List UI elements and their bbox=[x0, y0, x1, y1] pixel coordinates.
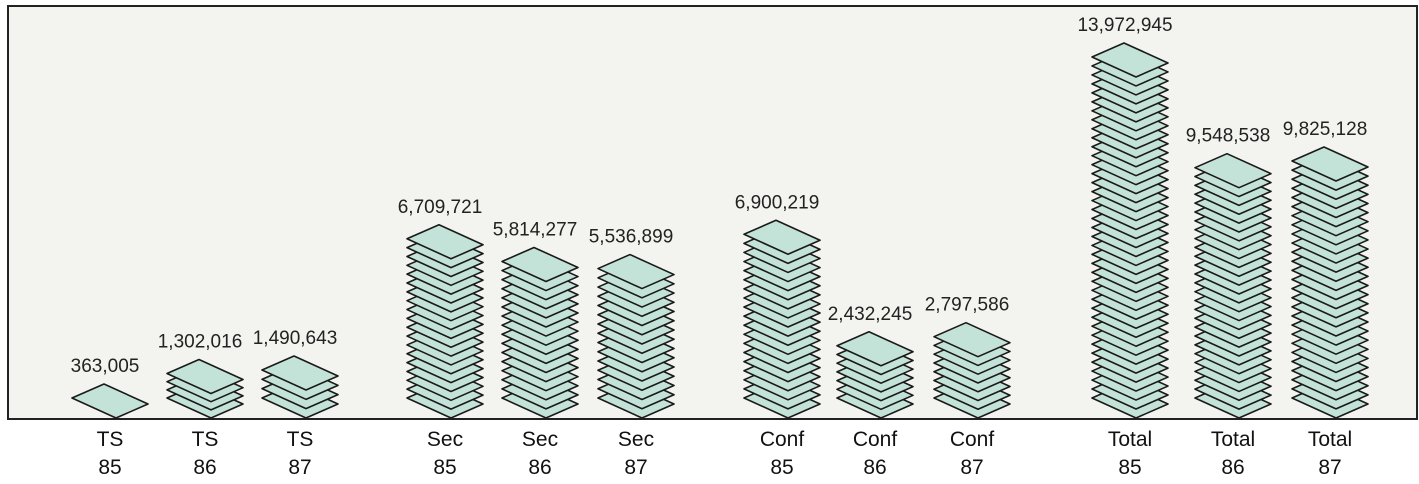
frame bbox=[7, 5, 1418, 420]
sheet bbox=[1091, 42, 1169, 78]
paper-stack bbox=[166, 358, 244, 419]
sheet bbox=[836, 330, 914, 367]
sheet bbox=[1194, 152, 1272, 189]
value-label: 9,548,538 bbox=[1186, 126, 1271, 147]
sheet bbox=[261, 355, 339, 391]
sheet bbox=[406, 223, 484, 260]
paper-stack bbox=[1194, 152, 1272, 419]
category-label: Conf 87 bbox=[949, 428, 995, 479]
value-label: 6,709,721 bbox=[398, 197, 483, 218]
category-label: Sec 87 bbox=[617, 428, 655, 479]
paper-stack bbox=[1291, 146, 1369, 419]
sheet bbox=[597, 253, 675, 290]
value-label: 363,005 bbox=[71, 356, 140, 377]
paper-stack bbox=[933, 321, 1011, 419]
category-label: Total 87 bbox=[1307, 428, 1353, 479]
sheet bbox=[166, 358, 244, 395]
value-label: 1,302,016 bbox=[158, 332, 243, 353]
sheet bbox=[501, 246, 579, 283]
value-label: 5,814,277 bbox=[493, 219, 578, 240]
paper-stack bbox=[597, 253, 675, 419]
paper-stack bbox=[501, 246, 579, 419]
sheet bbox=[1291, 146, 1369, 182]
paper-stack bbox=[1091, 42, 1169, 419]
paper-stack bbox=[261, 355, 339, 419]
category-label: Sec 85 bbox=[426, 428, 464, 479]
paper-stack bbox=[406, 223, 484, 419]
value-label: 5,536,899 bbox=[589, 227, 674, 248]
value-label: 1,490,643 bbox=[253, 328, 338, 349]
paper-stack bbox=[836, 330, 914, 419]
category-label: TS 87 bbox=[286, 428, 314, 479]
paper-stack bbox=[71, 383, 149, 419]
category-label: Total 85 bbox=[1107, 428, 1153, 479]
sheet bbox=[933, 321, 1011, 358]
value-label: 9,825,128 bbox=[1283, 119, 1368, 140]
category-label: TS 86 bbox=[191, 428, 219, 479]
category-label: Total 86 bbox=[1210, 428, 1256, 479]
sheet bbox=[743, 219, 821, 256]
category-label: Sec 86 bbox=[521, 428, 559, 479]
value-label: 13,972,945 bbox=[1077, 15, 1172, 36]
category-label: TS 85 bbox=[96, 428, 124, 479]
paper-stack bbox=[743, 219, 821, 419]
category-label: Conf 86 bbox=[852, 428, 898, 479]
category-label: Conf 85 bbox=[759, 428, 805, 479]
value-label: 6,900,219 bbox=[735, 192, 820, 213]
sheet bbox=[71, 383, 149, 419]
value-label: 2,432,245 bbox=[828, 304, 913, 325]
value-label: 2,797,586 bbox=[925, 295, 1010, 316]
